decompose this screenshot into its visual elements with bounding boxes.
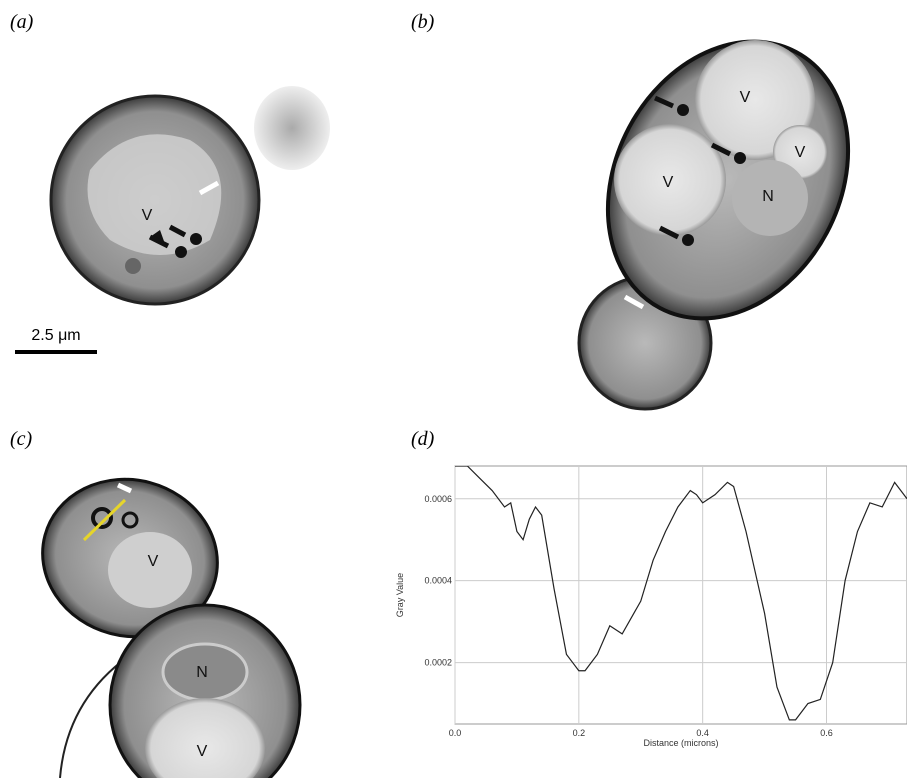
x-tick-label: 0.4: [696, 728, 709, 738]
region-label: V: [197, 743, 208, 760]
region-label: V: [142, 207, 153, 224]
plot-lines: [455, 466, 907, 721]
x-tick-label: 0.6: [820, 728, 833, 738]
region-label: V: [795, 144, 806, 161]
region-label: V: [148, 553, 159, 570]
panel-label: (a): [10, 11, 34, 33]
y-axis-label: Gray Value: [395, 573, 405, 617]
region-label: V: [663, 174, 674, 191]
plot-area: [454, 465, 907, 725]
y-tick-label: 0.0004: [424, 576, 452, 586]
panel-label: (c): [10, 428, 33, 450]
region-label: N: [196, 664, 208, 681]
x-axis-label: Distance (microns): [643, 738, 718, 748]
region-label: N: [762, 188, 774, 205]
scale-bar-label: 2.5 μm: [31, 327, 80, 344]
x-tick-label: 0.0: [449, 728, 462, 738]
region-label: V: [740, 89, 751, 106]
micrograph-b: [577, 39, 851, 411]
y-tick-label: 0.0002: [424, 658, 452, 668]
panel-label: (b): [411, 11, 435, 33]
micrograph-c: [41, 477, 302, 778]
y-tick-label: 0.0006: [424, 494, 452, 504]
x-tick-label: 0.2: [573, 728, 586, 738]
panel-label: (d): [411, 428, 435, 450]
micrograph-a: [49, 86, 330, 306]
data-line: [455, 466, 907, 721]
